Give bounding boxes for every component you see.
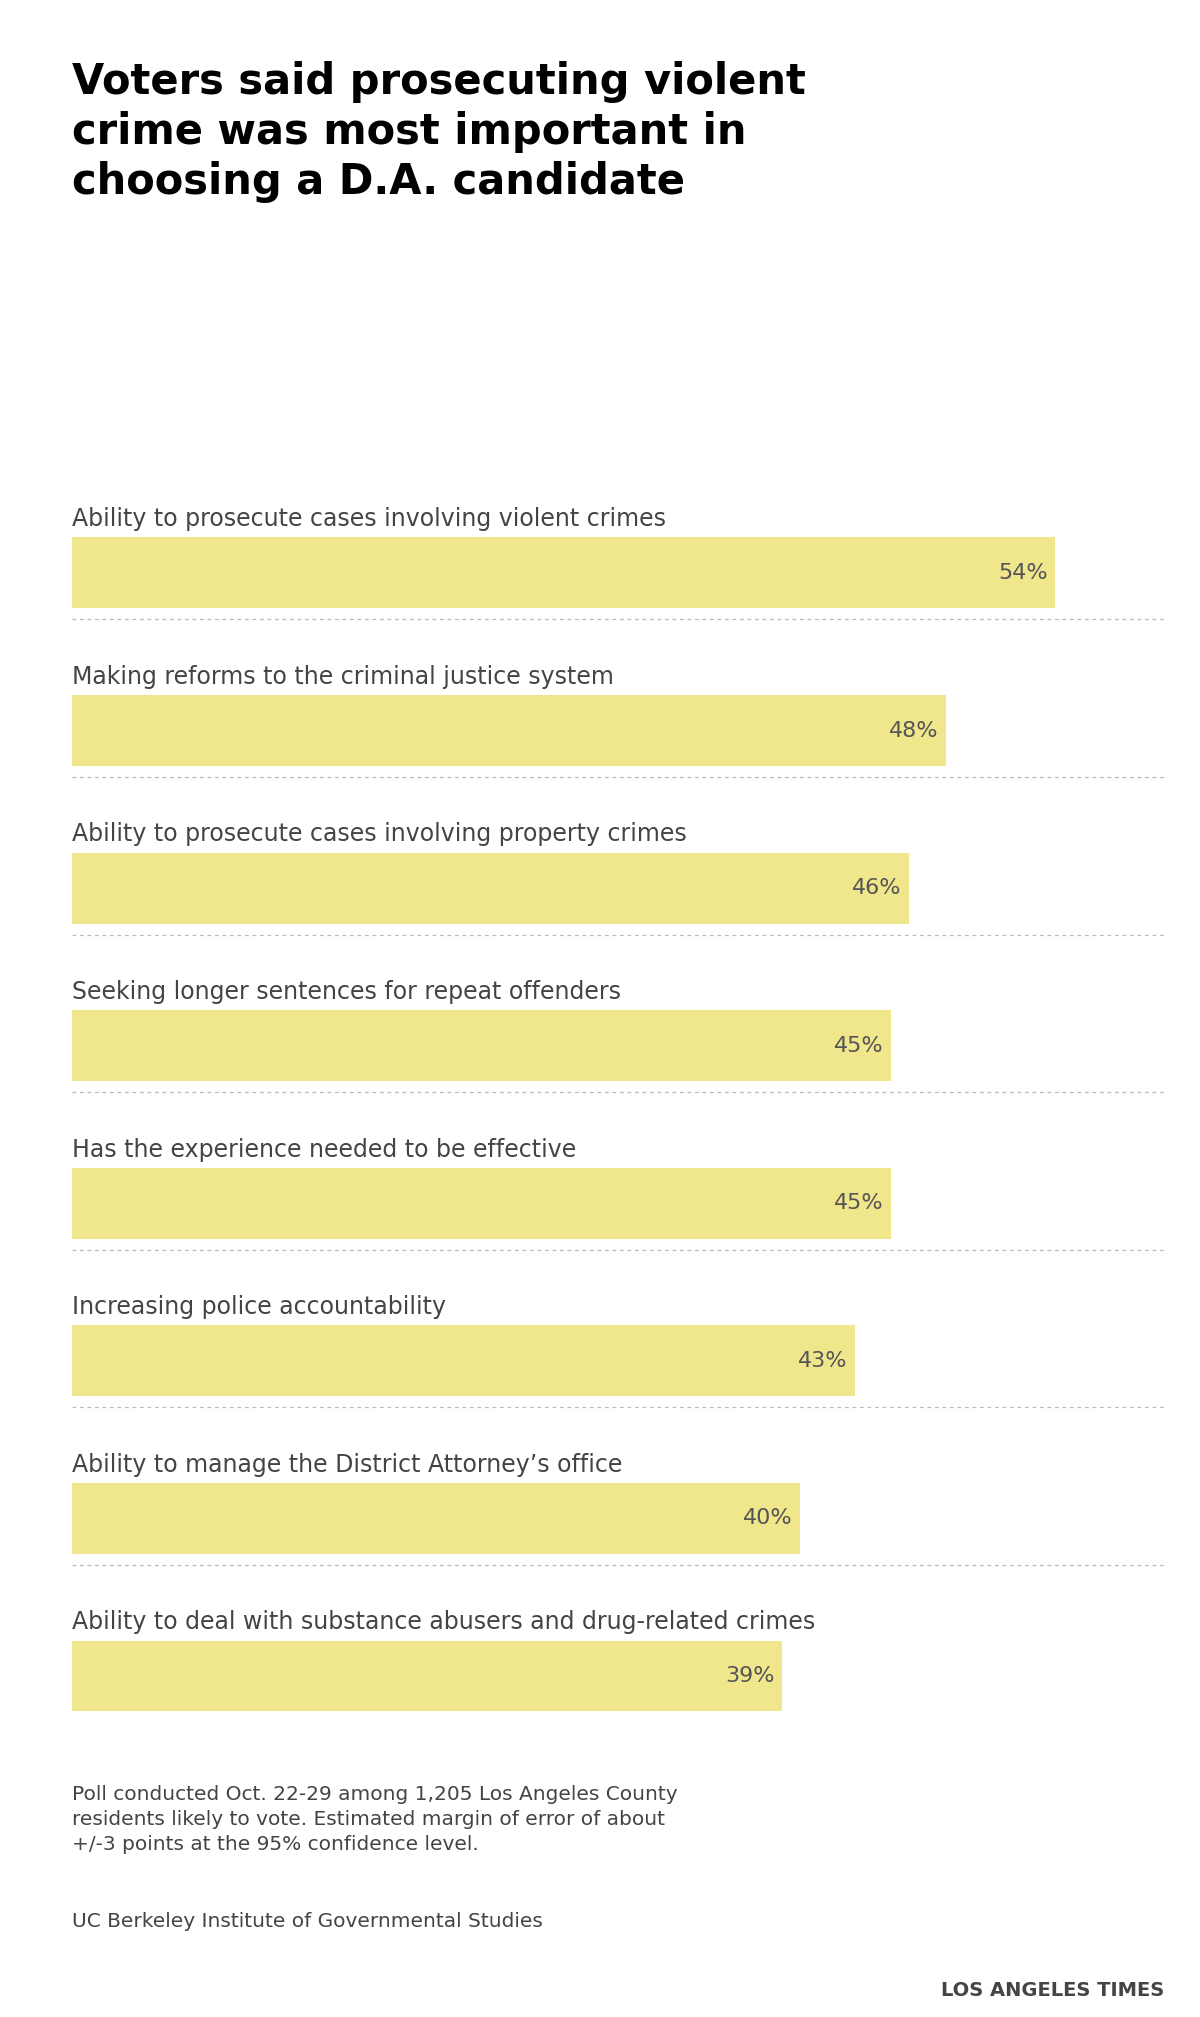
Bar: [72, 1325, 854, 1396]
Text: 48%: 48%: [889, 720, 938, 740]
Text: 39%: 39%: [725, 1666, 774, 1686]
Text: Ability to prosecute cases involving property crimes: Ability to prosecute cases involving pro…: [72, 823, 686, 847]
Bar: [72, 1168, 890, 1238]
Bar: [72, 1640, 782, 1712]
Text: Poll conducted Oct. 22-29 among 1,205 Los Angeles County
residents likely to vot: Poll conducted Oct. 22-29 among 1,205 Lo…: [72, 1785, 678, 1854]
Text: Ability to deal with substance abusers and drug-related crimes: Ability to deal with substance abusers a…: [72, 1610, 815, 1634]
Bar: [72, 1011, 890, 1081]
Bar: [72, 1482, 800, 1553]
Text: 54%: 54%: [998, 563, 1048, 583]
Text: Voters said prosecuting violent
crime was most important in
choosing a D.A. cand: Voters said prosecuting violent crime wa…: [72, 61, 806, 204]
Text: 45%: 45%: [834, 1035, 883, 1055]
Text: Ability to prosecute cases involving violent crimes: Ability to prosecute cases involving vio…: [72, 506, 666, 530]
Text: LOS ANGELES TIMES: LOS ANGELES TIMES: [941, 1981, 1164, 1999]
Text: 43%: 43%: [798, 1351, 847, 1372]
Text: Making reforms to the criminal justice system: Making reforms to the criminal justice s…: [72, 666, 614, 688]
Bar: [72, 696, 946, 766]
Text: Increasing police accountability: Increasing police accountability: [72, 1295, 446, 1319]
Text: Seeking longer sentences for repeat offenders: Seeking longer sentences for repeat offe…: [72, 980, 622, 1004]
Text: Has the experience needed to be effective: Has the experience needed to be effectiv…: [72, 1138, 576, 1162]
Text: 40%: 40%: [743, 1509, 793, 1529]
Text: Ability to manage the District Attorney’s office: Ability to manage the District Attorney’…: [72, 1452, 623, 1476]
Text: UC Berkeley Institute of Governmental Studies: UC Berkeley Institute of Governmental St…: [72, 1912, 542, 1930]
Bar: [72, 853, 910, 924]
Text: 45%: 45%: [834, 1194, 883, 1214]
Text: 46%: 46%: [852, 877, 902, 898]
Bar: [72, 537, 1055, 609]
